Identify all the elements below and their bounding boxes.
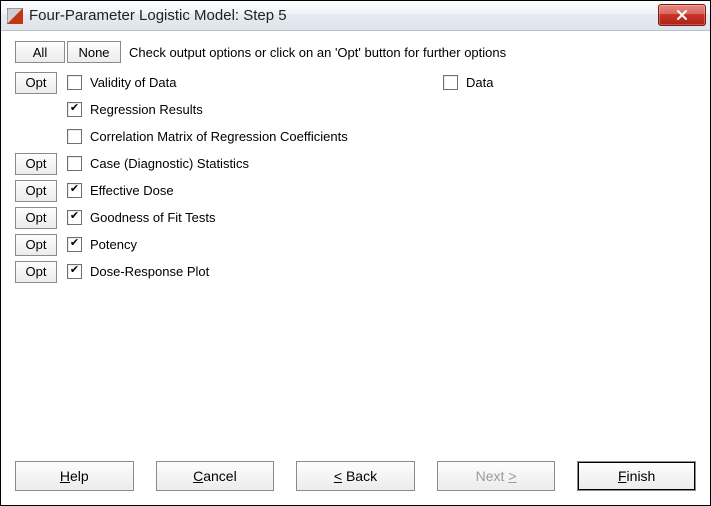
opt-button-case-stats[interactable]: Opt: [15, 153, 57, 175]
titlebar: Four-Parameter Logistic Model: Step 5: [1, 1, 710, 31]
opt-button-gof[interactable]: Opt: [15, 207, 57, 229]
close-icon: [676, 10, 688, 20]
checkbox-case-stats[interactable]: [67, 156, 82, 171]
next-button: Next >: [437, 461, 556, 491]
option-row-effective-dose: Opt Effective Dose: [15, 177, 696, 204]
option-row-case-stats: Opt Case (Diagnostic) Statistics: [15, 150, 696, 177]
label-effective-dose: Effective Dose: [90, 183, 174, 198]
option-row-dose-response: Opt Dose-Response Plot: [15, 258, 696, 285]
checkbox-dose-response[interactable]: [67, 264, 82, 279]
opt-button-effective-dose[interactable]: Opt: [15, 180, 57, 202]
label-potency: Potency: [90, 237, 137, 252]
label-data: Data: [466, 75, 493, 90]
wizard-footer: Help Cancel < Back Next > Finish: [15, 461, 696, 491]
opt-button-potency[interactable]: Opt: [15, 234, 57, 256]
option-row-data: Data: [443, 75, 493, 90]
select-none-button[interactable]: None: [67, 41, 121, 63]
window-title: Four-Parameter Logistic Model: Step 5: [29, 7, 658, 24]
help-button[interactable]: Help: [15, 461, 134, 491]
label-gof: Goodness of Fit Tests: [90, 210, 216, 225]
instruction-text: Check output options or click on an 'Opt…: [129, 45, 506, 60]
back-button[interactable]: < Back: [296, 461, 415, 491]
cancel-button[interactable]: Cancel: [156, 461, 275, 491]
option-row-gof: Opt Goodness of Fit Tests: [15, 204, 696, 231]
option-row-correlation: Correlation Matrix of Regression Coeffic…: [15, 123, 696, 150]
dialog-content: All None Check output options or click o…: [1, 31, 710, 505]
option-row-validity: Opt Validity of Data Data: [15, 69, 696, 96]
label-regression: Regression Results: [90, 102, 203, 117]
label-case-stats: Case (Diagnostic) Statistics: [90, 156, 249, 171]
opt-button-dose-response[interactable]: Opt: [15, 261, 57, 283]
checkbox-correlation[interactable]: [67, 129, 82, 144]
select-all-none-row: All None Check output options or click o…: [15, 41, 696, 63]
options-grid: Opt Validity of Data Data Regression Res…: [15, 69, 696, 285]
option-row-potency: Opt Potency: [15, 231, 696, 258]
checkbox-regression[interactable]: [67, 102, 82, 117]
option-row-regression: Regression Results: [15, 96, 696, 123]
checkbox-validity[interactable]: [67, 75, 82, 90]
checkbox-gof[interactable]: [67, 210, 82, 225]
opt-button-validity[interactable]: Opt: [15, 72, 57, 94]
select-all-button[interactable]: All: [15, 41, 65, 63]
label-correlation: Correlation Matrix of Regression Coeffic…: [90, 129, 348, 144]
checkbox-potency[interactable]: [67, 237, 82, 252]
close-button[interactable]: [658, 4, 706, 26]
checkbox-data[interactable]: [443, 75, 458, 90]
label-dose-response: Dose-Response Plot: [90, 264, 209, 279]
checkbox-effective-dose[interactable]: [67, 183, 82, 198]
app-icon: [7, 8, 23, 24]
label-validity: Validity of Data: [90, 75, 176, 90]
finish-button[interactable]: Finish: [577, 461, 696, 491]
